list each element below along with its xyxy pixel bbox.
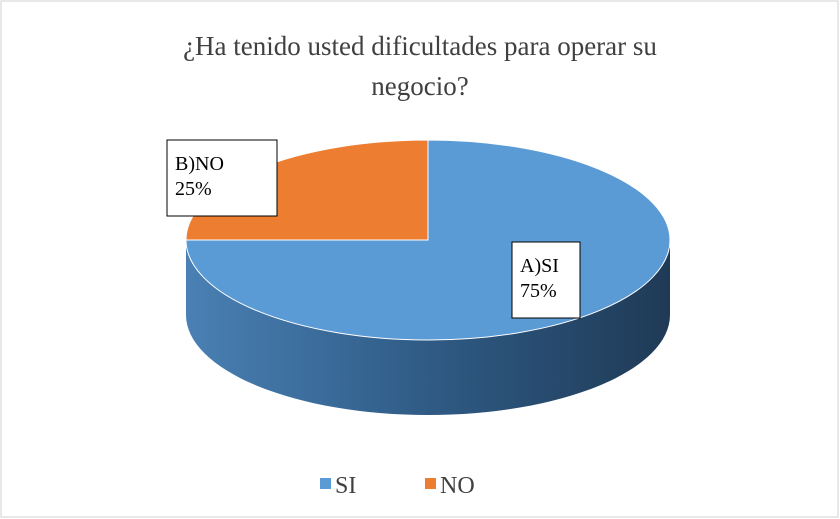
legend-swatch: [320, 478, 331, 489]
legend-label: SI: [335, 473, 356, 499]
data-label-box: [511, 241, 581, 319]
data-label-name: B)NO: [175, 153, 224, 175]
legend-label: NO: [440, 473, 475, 499]
data-label-value: 75%: [520, 280, 557, 302]
data-label-value: 25%: [175, 178, 212, 200]
slice-side: [186, 240, 670, 415]
legend-swatch: [425, 478, 436, 489]
data-label-box: [166, 139, 278, 217]
chart-title: ¿Ha tenido usted dificultades para opera…: [183, 31, 657, 101]
data-label-name: A)SI: [520, 255, 559, 277]
